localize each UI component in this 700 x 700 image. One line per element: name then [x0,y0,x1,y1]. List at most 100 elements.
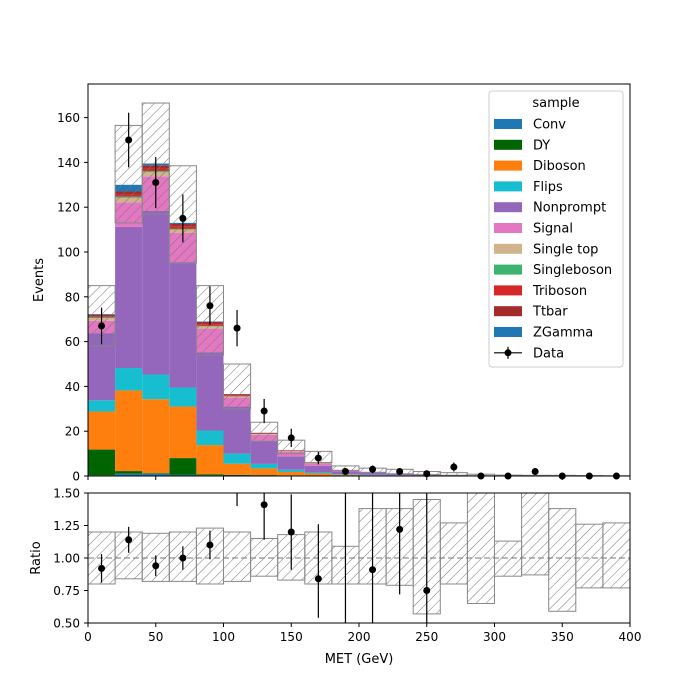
main-x-ticks [87,476,631,480]
legend-label-conv: Conv [533,118,566,133]
bar-nonprompt [223,406,251,454]
data-point [314,454,322,462]
bar-nonprompt [277,456,305,470]
bar-flips [142,374,170,400]
ratio-band-bin [494,540,523,577]
data-point [341,468,349,476]
ratio-band-bin [466,493,495,604]
legend-swatch-ttbar [494,306,522,317]
legend: sample Conv DY Diboson Flips Nonprompt Signal… [488,90,624,368]
y-tick-label: 160 [57,111,80,125]
bar-nonprompt [169,262,197,388]
bar-flips [250,463,278,469]
bar-nonprompt [250,441,278,464]
legend-label-single-top: Single top [533,242,598,257]
ratio-band-bin [548,508,577,612]
x-tick-label: 100 [212,630,235,644]
ratio-y-ticks: 0.50 0.75 1.00 1.25 1.50 [53,487,88,631]
bar-nonprompt [304,465,332,473]
bar-nonprompt [196,352,224,431]
ratio-axes-frame [87,492,631,624]
legend-swatch-zgamma [494,327,522,337]
legend-swatch-singleboson [494,264,522,275]
y-tick-label: 140 [57,156,80,170]
legend-marker-data [504,349,512,357]
bar-diboson [250,468,278,476]
main-axes-frame [87,83,631,477]
ratio-y-tick-label: 1.25 [53,519,80,533]
y-tick-label: 80 [65,290,80,304]
legend-label-data: Data [533,346,564,361]
ratio-y-tick-label: 0.50 [53,617,80,631]
bar-conv [115,473,143,476]
bar-nonprompt [115,226,143,369]
data-point [450,463,458,471]
legend-frame [488,90,624,368]
bar-nonprompt [142,211,170,375]
legend-label-nonprompt: Nonprompt [533,201,606,216]
bar-diboson [115,390,143,472]
ratio-point [423,587,431,594]
bar-dy [196,474,224,476]
legend-label-signal: Signal [533,222,573,237]
legend-swatch-diboson [494,160,522,171]
ratio-point [98,564,106,572]
legend-items: Conv DY Diboson Flips Nonprompt Signal Single … [494,118,612,361]
legend-label-ttbar: Ttbar [532,305,568,320]
bar-conv [169,474,197,476]
bar-flips [304,472,332,474]
ratio-panel: 0.50 0.75 1.00 1.25 1.50 0 50 100 150 200 250 300 3… [29,487,641,668]
bar-dy [115,471,143,474]
ratio-band-bin [439,522,468,585]
legend-label-diboson: Diboson [533,159,586,174]
ratio-band-bin [250,538,279,577]
uncertainty-band-bin [250,421,279,442]
bar-diboson [88,411,116,450]
bar-diboson [331,474,359,476]
legend-label-singleboson: Singleboson [533,263,612,278]
bar-flips [223,453,251,464]
y-tick-label: 60 [65,335,80,349]
ratio-point [206,541,214,549]
bar-conv [142,473,170,476]
ratio-band-bin [521,493,550,576]
ratio-point [287,528,295,536]
x-tick-label: 300 [483,630,506,644]
x-tick-label: 400 [619,630,642,644]
ratio-point [152,562,160,570]
bar-diboson [169,406,197,459]
data-point [531,468,539,476]
bar-flips [196,430,224,446]
x-tick-label: 50 [148,630,163,644]
y-tick-label: 0 [72,470,80,484]
bar-diboson [142,399,170,474]
bar-flips [169,387,197,407]
ratio-x-ticks: 0 50 100 150 200 250 300 350 400 [84,623,641,644]
ratio-point [369,566,377,574]
bar-dy [223,474,251,476]
x-axis-label: MET (GeV) [325,652,394,667]
data-point [260,407,268,415]
y-tick-label: 40 [65,380,80,394]
data-point [369,465,377,473]
ratio-point [396,525,404,533]
bar-flips [88,400,116,412]
y-tick-label: 20 [65,425,80,439]
bar-signal [304,463,332,466]
uncertainty-band-bin [168,165,197,264]
bar-flips [115,368,143,391]
legend-swatch-single-top [494,243,522,254]
data-point [179,214,187,222]
legend-swatch-signal [494,223,522,233]
legend-swatch-flips [494,181,522,192]
x-tick-label: 200 [348,630,371,644]
ratio-y-tick-label: 1.00 [53,552,80,566]
ratio-point [260,501,268,509]
main-y-ticks: 0 20 40 60 80 100 120 140 160 [57,111,88,484]
bar-diboson [304,473,332,476]
legend-label-triboson: Triboson [532,284,587,299]
ratio-y-tick-label: 0.75 [53,584,80,598]
main-panel: 0 20 40 60 80 100 120 140 160 Events sample Conv… [32,83,631,484]
y-tick-label: 120 [57,201,80,215]
